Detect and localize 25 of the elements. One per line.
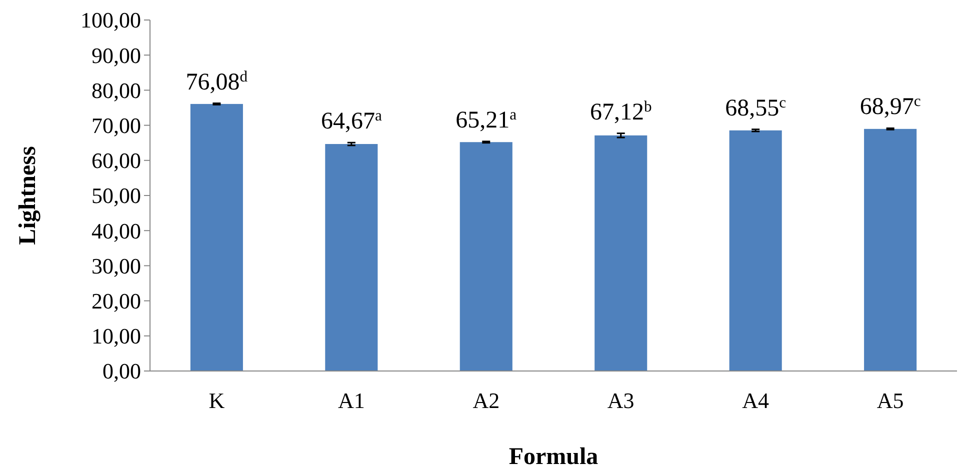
data-label: 68,55$^{c}$: [725, 94, 786, 122]
x-tick-label: A5: [876, 388, 904, 413]
x-axis-title: Formula: [508, 444, 598, 470]
y-tick-label: 70,00: [92, 113, 141, 138]
y-tick-label: 90,00: [92, 42, 141, 68]
y-tick-label: 80,00: [92, 78, 141, 103]
x-tick-label: A3: [607, 388, 634, 413]
y-tick-label: 100,00: [80, 8, 141, 33]
y-tick-label: 50,00: [92, 183, 141, 208]
y-tick-label: 20,00: [92, 288, 141, 314]
data-label: 76,08$^{d}$: [186, 68, 248, 96]
y-tick-label: 40,00: [92, 218, 141, 244]
data-label: 65,21$^{a}$: [456, 106, 517, 134]
y-tick-label: 60,00: [92, 148, 141, 174]
y-tick-label: 0,00: [102, 358, 141, 384]
data-label: 68,97$^{c}$: [860, 92, 921, 120]
x-tick-label: A4: [742, 388, 770, 413]
y-tick-label: 10,00: [92, 324, 141, 349]
y-axis-title: Lightness: [15, 146, 41, 245]
data-label: 67,12$^{b}$: [590, 98, 652, 126]
y-tick-label: 30,00: [92, 253, 141, 278]
x-tick-label: K: [208, 388, 225, 413]
data-label: 64,67$^{a}$: [320, 107, 382, 135]
x-tick-label: A2: [472, 388, 500, 413]
x-tick-label: A1: [338, 388, 365, 413]
